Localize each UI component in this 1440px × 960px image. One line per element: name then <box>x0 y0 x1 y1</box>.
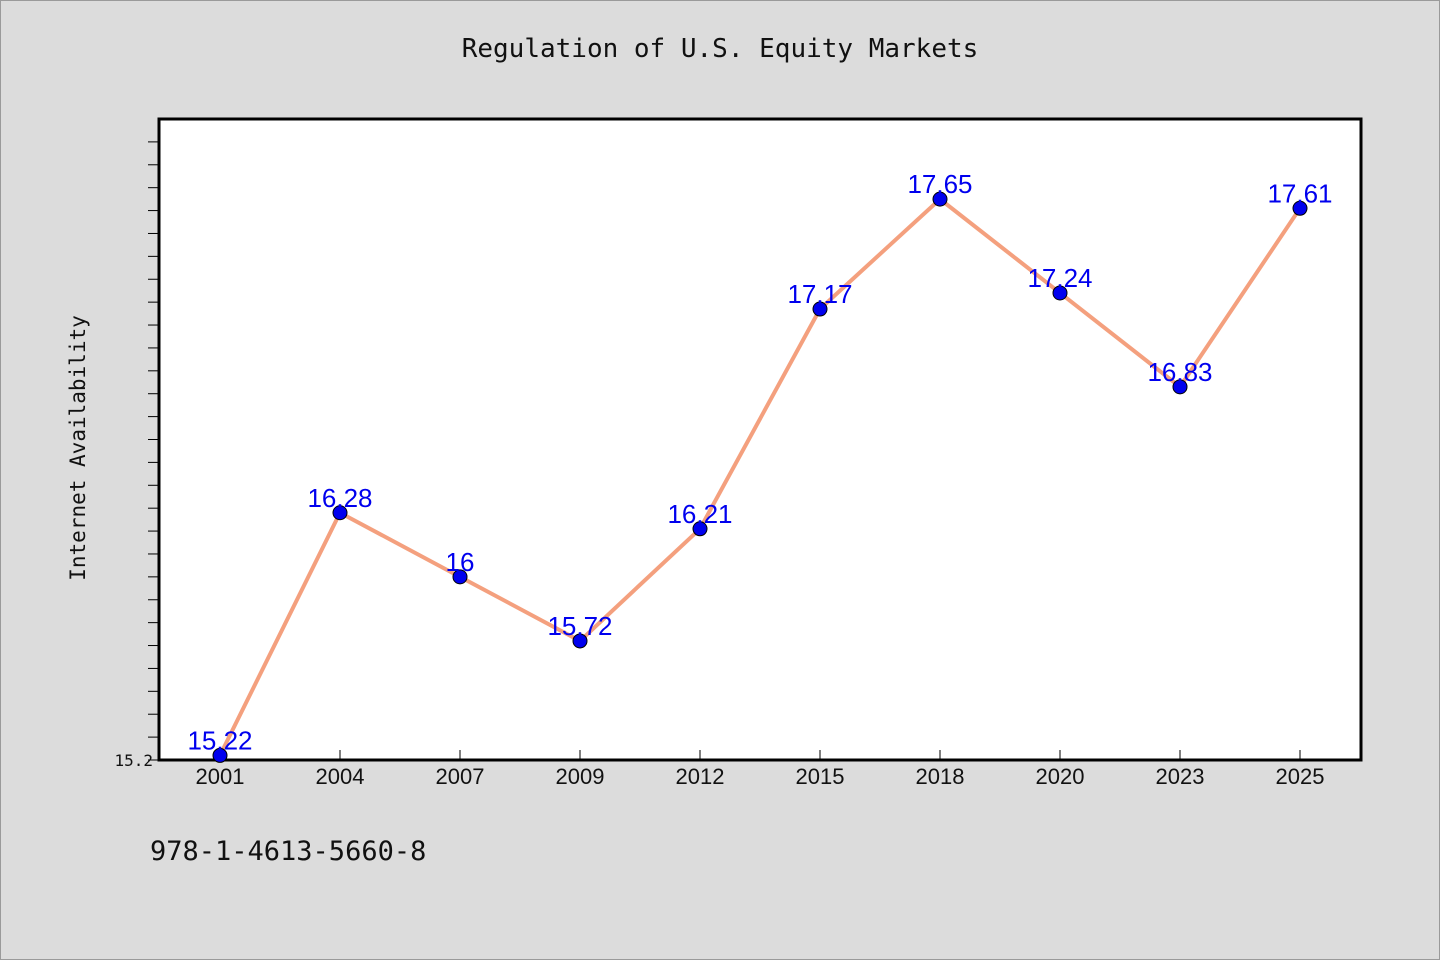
data-point <box>1172 379 1188 395</box>
data-point <box>692 521 708 537</box>
data-point <box>812 301 828 317</box>
x-tick-label: 2012 <box>676 764 725 789</box>
y-axis-ticks: 15.2 <box>114 141 159 770</box>
data-label: 16.28 <box>307 483 372 513</box>
x-tick-label: 2018 <box>916 764 965 789</box>
series-line <box>218 197 1302 757</box>
data-label: 16.83 <box>1147 357 1212 387</box>
x-tick-label: 2009 <box>556 764 605 789</box>
x-tick-label: 2004 <box>316 764 365 789</box>
x-tick-label: 2007 <box>436 764 485 789</box>
series-line-group <box>218 197 1302 757</box>
x-tick-label: 2025 <box>1276 764 1325 789</box>
data-point <box>212 747 228 763</box>
data-point <box>572 633 588 649</box>
data-label: 17.17 <box>787 279 852 309</box>
data-point <box>1052 285 1068 301</box>
data-label: 16 <box>446 547 475 577</box>
data-point <box>932 191 948 207</box>
data-point <box>452 569 468 585</box>
data-label: 16.21 <box>667 499 732 529</box>
data-point <box>1292 200 1308 216</box>
data-label: 17.24 <box>1027 263 1092 293</box>
x-tick-label: 2001 <box>196 764 245 789</box>
x-tick-label: 2020 <box>1036 764 1085 789</box>
data-label: 15.22 <box>187 725 252 755</box>
data-labels: 15.22 16.28 16 15.72 16.21 17.17 17.65 17.24 16.… <box>187 169 1332 755</box>
data-label: 17.61 <box>1267 178 1332 208</box>
data-label: 17.65 <box>907 169 972 199</box>
plot-area <box>157 117 1363 762</box>
y-tick-label: 15.2 <box>114 751 153 770</box>
x-tick-label: 2023 <box>1156 764 1205 789</box>
isbn-footer: 978-1-4613-5660-8 <box>150 836 427 867</box>
data-point <box>332 505 348 521</box>
x-axis-ticks: 2001 2004 2007 2009 2012 2015 2018 2020 2023 2025 <box>196 750 1325 789</box>
data-label: 15.72 <box>547 611 612 641</box>
series-markers <box>212 191 1308 763</box>
x-tick-label: 2015 <box>796 764 845 789</box>
chart-title: Regulation of U.S. Equity Markets <box>461 34 979 64</box>
